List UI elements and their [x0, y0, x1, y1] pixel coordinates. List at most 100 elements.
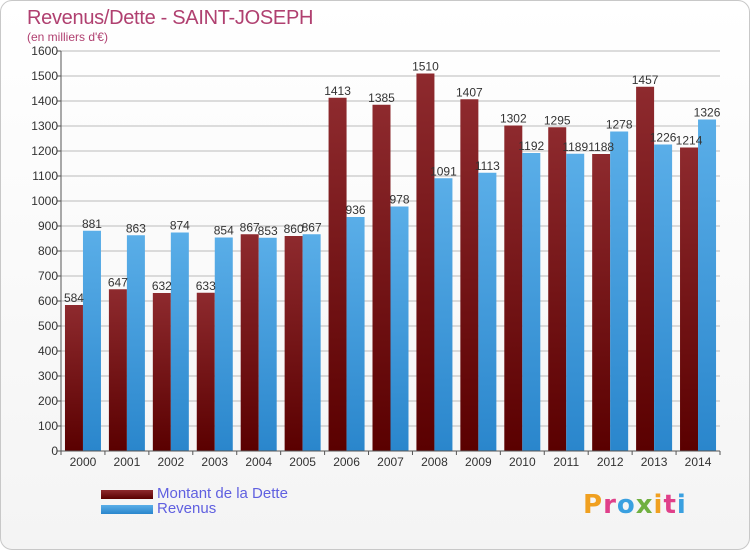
bar-revenus [478, 172, 497, 451]
x-tick-label: 2011 [553, 455, 579, 469]
legend-swatch-revenus [101, 505, 153, 514]
x-tick-label: 2007 [377, 455, 404, 469]
y-tick-label: 800 [38, 244, 58, 258]
bar-revenus [390, 206, 409, 451]
bar-dette [108, 289, 127, 451]
legend-swatch-dette [101, 490, 153, 499]
bar-revenus [566, 153, 585, 451]
x-tick-label: 2008 [421, 455, 448, 469]
bar-revenus [126, 235, 145, 451]
x-tick-label: 2013 [641, 455, 668, 469]
x-tick-label: 2006 [333, 455, 360, 469]
bar-revenus [214, 237, 233, 451]
bar-revenus [522, 153, 541, 451]
bar-revenus [610, 131, 629, 451]
bar-dette [636, 86, 655, 451]
data-label-revenus: 978 [389, 193, 409, 207]
y-tick-label: 1400 [31, 94, 58, 108]
data-label-dette: 1385 [368, 91, 395, 105]
bar-dette [504, 125, 523, 451]
data-label-revenus: 936 [346, 203, 366, 217]
data-label-revenus: 863 [126, 221, 146, 235]
x-tick-label: 2001 [114, 455, 141, 469]
data-label-dette: 1188 [588, 140, 614, 154]
bar-revenus [170, 232, 189, 451]
data-label-dette: 867 [240, 220, 260, 234]
y-tick-label: 100 [38, 419, 58, 433]
data-label-revenus: 1192 [518, 139, 544, 153]
bar-revenus [654, 144, 673, 451]
bar-dette [460, 99, 479, 451]
bar-revenus [258, 237, 277, 451]
bar-dette [372, 104, 391, 451]
data-label-revenus: 867 [302, 220, 322, 234]
bar-dette [548, 127, 567, 451]
x-tick-label: 2012 [597, 455, 624, 469]
bar-dette [680, 147, 699, 451]
y-tick-label: 700 [38, 269, 58, 283]
y-tick-label: 1200 [31, 144, 58, 158]
data-label-dette: 633 [196, 279, 216, 293]
data-label-revenus: 874 [170, 219, 190, 233]
data-label-revenus: 1226 [650, 131, 677, 145]
proxiti-logo: Proxiti [583, 490, 687, 520]
data-label-dette: 584 [64, 291, 84, 305]
x-tick-label: 2005 [289, 455, 316, 469]
data-label-revenus: 853 [258, 224, 278, 238]
bar-dette [592, 154, 611, 451]
x-tick-label: 2000 [70, 455, 97, 469]
data-label-revenus: 1326 [694, 106, 721, 120]
data-label-revenus: 1278 [606, 118, 633, 132]
legend-label-dette: Montant de la Dette [157, 485, 288, 502]
data-label-dette: 1214 [676, 134, 703, 148]
y-tick-label: 200 [38, 394, 58, 408]
x-tick-label: 2003 [201, 455, 228, 469]
legend-label-revenus: Revenus [157, 500, 217, 517]
chart-title: Revenus/Dette - SAINT-JOSEPH [27, 7, 314, 29]
y-tick-label: 1600 [31, 44, 58, 58]
data-label-dette: 1457 [632, 73, 659, 87]
data-label-dette: 860 [284, 222, 304, 236]
y-tick-label: 900 [38, 219, 58, 233]
bar-dette [152, 293, 171, 451]
data-label-dette: 1413 [324, 84, 351, 98]
y-tick-label: 600 [38, 294, 58, 308]
y-tick-label: 1300 [31, 119, 58, 133]
x-tick-label: 2004 [245, 455, 272, 469]
y-tick-label: 1000 [31, 194, 58, 208]
x-tick-label: 2010 [509, 455, 536, 469]
bar-dette [416, 73, 435, 451]
data-label-revenus: 1091 [430, 164, 457, 178]
data-label-revenus: 1189 [562, 140, 588, 154]
data-label-revenus: 854 [214, 224, 234, 238]
x-tick-label: 2009 [465, 455, 492, 469]
y-tick-label: 500 [38, 319, 58, 333]
y-tick-label: 1500 [31, 69, 58, 83]
data-label-dette: 1510 [412, 60, 439, 74]
data-label-dette: 632 [152, 279, 172, 293]
data-label-revenus: 1113 [475, 159, 500, 173]
bar-revenus [698, 119, 717, 451]
y-tick-label: 400 [38, 344, 58, 358]
data-label-dette: 1302 [500, 112, 527, 126]
x-tick-label: 2014 [685, 455, 712, 469]
data-label-dette: 647 [108, 275, 128, 289]
data-label-dette: 1407 [456, 85, 483, 99]
bar-revenus [82, 230, 101, 451]
data-label-dette: 1295 [544, 113, 571, 127]
bar-revenus [302, 234, 321, 451]
y-tick-label: 300 [38, 369, 58, 383]
bar-dette [196, 292, 215, 451]
bar-revenus [346, 217, 365, 451]
bar-dette [284, 236, 303, 451]
bar-revenus [434, 178, 453, 451]
data-label-revenus: 881 [82, 217, 102, 231]
y-tick-label: 1100 [32, 169, 58, 183]
chart-subtitle: (en milliers d'€) [27, 30, 108, 44]
bar-dette [64, 305, 83, 451]
bar-dette [328, 97, 347, 451]
y-tick-label: 0 [51, 444, 58, 458]
bar-dette [240, 234, 259, 451]
